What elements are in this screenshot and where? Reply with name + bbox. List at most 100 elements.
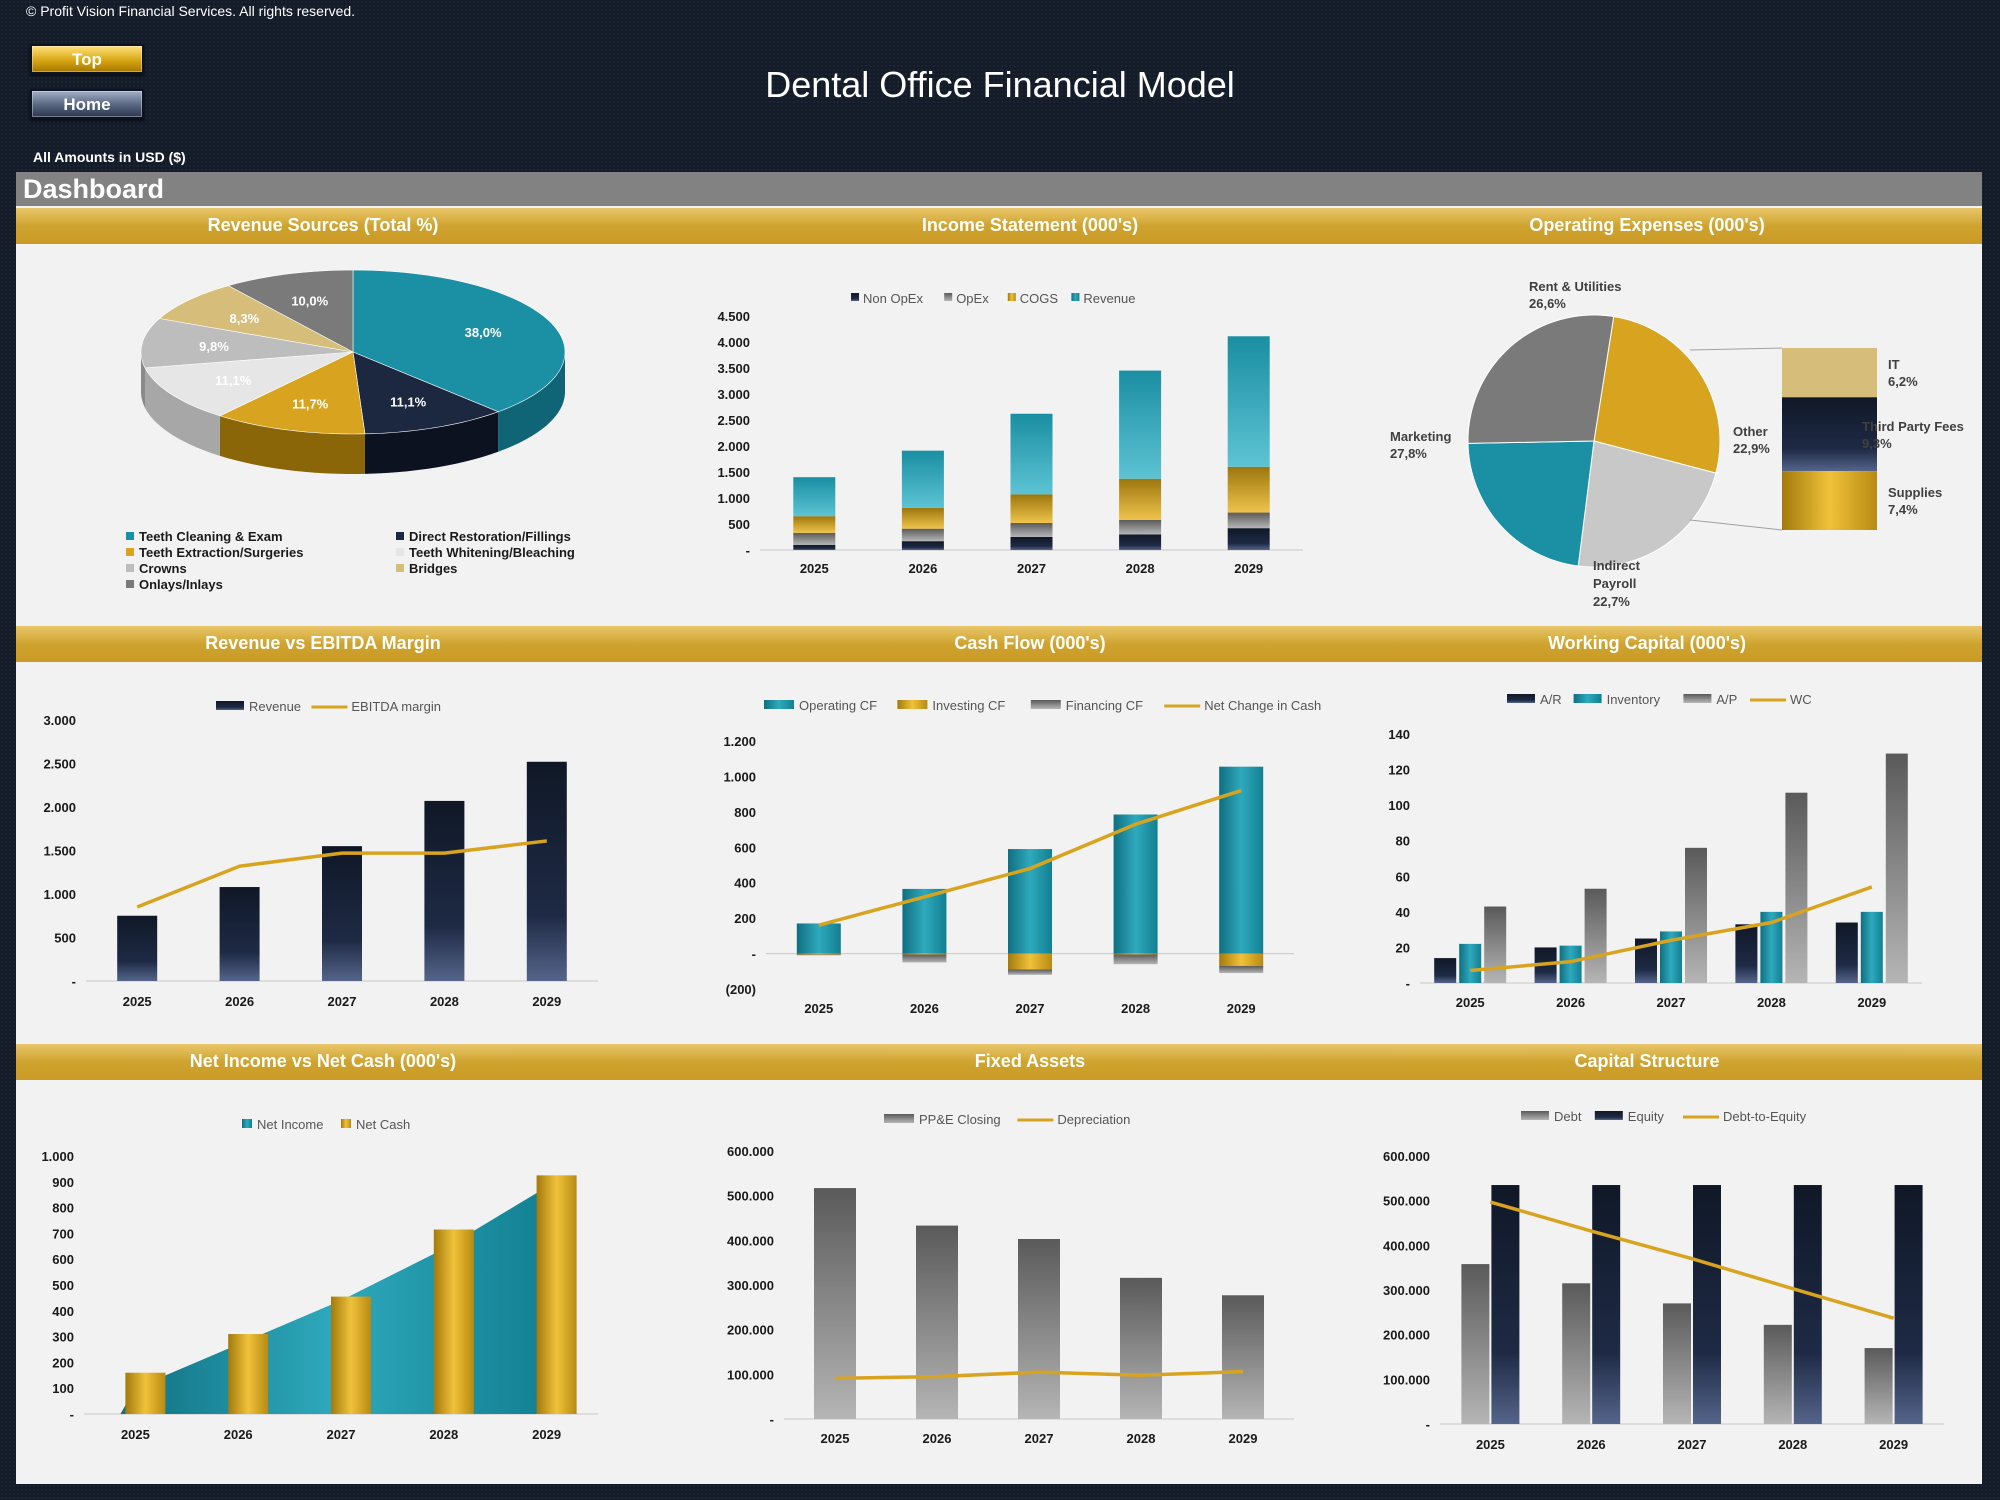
working-capital-x-tick: 2029 — [1857, 995, 1886, 1010]
fixed-assets-x-tick: 2029 — [1229, 1431, 1258, 1446]
income-legend-label: Revenue — [1083, 291, 1135, 306]
revenue-ebitda-title: Revenue vs EBITDA Margin — [205, 633, 441, 653]
net-income-cash-y-tick: 200 — [52, 1355, 74, 1370]
opex-label-rent-value: 26,6% — [1529, 296, 1566, 311]
capital-structure-y-tick: 200.000 — [1383, 1328, 1430, 1343]
opex-label-other-value: 22,9% — [1733, 441, 1770, 456]
cash-flow-bar-financing-cf — [1113, 954, 1158, 965]
fixed-assets-bar-pp-e-closing — [1018, 1238, 1060, 1419]
revenue-legend-swatch — [396, 532, 404, 540]
opex-slice-marketing — [1467, 314, 1615, 444]
cash-flow-legend-swatch — [897, 700, 928, 709]
income-bar-opex — [1010, 522, 1053, 537]
opex-label-it: IT — [1888, 357, 1900, 372]
net-income-cash-y-tick: 300 — [52, 1330, 74, 1345]
net-income-cash-bar-net-cash — [228, 1334, 269, 1414]
capital-structure-y-tick: - — [1426, 1417, 1430, 1432]
cash-flow-y-tick: 200 — [734, 911, 756, 926]
net-income-cash-x-tick: 2029 — [532, 1427, 561, 1442]
cash-flow-bar-financing-cf — [1008, 969, 1052, 975]
cash-flow-line-net-change-in-cash — [818, 788, 1242, 927]
pie-side-teeth-extraction-surgeries — [219, 415, 365, 474]
revenue-ebitda-bar-revenue — [117, 915, 158, 981]
net-income-cash-legend-label: Net Cash — [356, 1117, 410, 1132]
opex-breakdown-supplies — [1782, 471, 1877, 530]
income-y-tick: 3.000 — [717, 387, 750, 402]
net-income-cash-legend-label: Net Income — [257, 1117, 323, 1132]
income-legend-label: Non OpEx — [863, 291, 923, 306]
working-capital-y-tick: 20 — [1396, 940, 1410, 955]
capital-structure-x-tick: 2026 — [1577, 1437, 1606, 1452]
page-title: Dental Office Financial Model — [765, 64, 1235, 105]
income-legend-label: COGS — [1020, 291, 1059, 306]
working-capital-y-tick: - — [1406, 976, 1410, 991]
revenue-legend-swatch — [126, 564, 134, 572]
capital-structure-title: Capital Structure — [1574, 1051, 1720, 1071]
income-x-tick: 2027 — [1017, 561, 1046, 576]
capital-structure-y-tick: 100.000 — [1383, 1372, 1430, 1387]
revenue-ebitda-legend-swatch — [216, 701, 244, 710]
section-band-row2: Revenue vs EBITDA Margin Cash Flow (000'… — [16, 626, 1982, 662]
working-capital-x-tick: 2028 — [1757, 995, 1786, 1010]
opex-slice-rent-utilities — [1593, 315, 1721, 474]
working-capital-y-tick: 120 — [1388, 763, 1410, 778]
net-income-cash-x-tick: 2027 — [327, 1427, 356, 1442]
net-income-cash-y-tick: 600 — [52, 1252, 74, 1267]
revenue-ebitda-y-tick: 3.000 — [43, 713, 76, 728]
capital-structure-y-tick: 500.000 — [1383, 1194, 1430, 1209]
cash-flow-x-tick: 2028 — [1121, 1001, 1150, 1016]
income-y-tick: 2.000 — [717, 439, 750, 454]
net-income-cash-title: Net Income vs Net Cash (000's) — [189, 1051, 457, 1071]
opex-label-supplies: Supplies — [1888, 485, 1942, 500]
opex-label-payroll-2: Payroll — [1593, 576, 1636, 591]
net-income-cash-y-tick: 1.000 — [41, 1149, 74, 1164]
capital-structure-bar-equity — [1592, 1185, 1621, 1424]
opex-label-it-value: 6,2% — [1888, 374, 1918, 389]
revenue-ebitda-bar-revenue — [322, 846, 362, 981]
working-capital-y-tick: 40 — [1396, 905, 1410, 920]
home-button[interactable]: Home — [30, 89, 144, 119]
working-capital-y-tick: 100 — [1388, 798, 1410, 813]
revenue-ebitda-y-tick: 1.000 — [43, 887, 76, 902]
capital-structure-x-tick: 2028 — [1778, 1437, 1807, 1452]
cash-flow-y-tick: 600 — [734, 840, 756, 855]
revenue-ebitda-y-tick: 500 — [54, 931, 76, 946]
working-capital-legend-label: A/P — [1716, 692, 1737, 707]
revenue-sources-title: Revenue Sources (Total %) — [207, 215, 439, 235]
working-capital-bar-inventory — [1760, 911, 1783, 983]
capital-structure-legend-swatch — [1521, 1111, 1549, 1120]
income-legend-swatch — [944, 293, 953, 301]
income-bar-revenue — [1010, 413, 1053, 495]
pie-data-label: 9,8% — [199, 339, 229, 354]
cash-flow-y-tick: (200) — [726, 982, 756, 997]
fixed-assets-title: Fixed Assets — [974, 1051, 1086, 1071]
revenue-legend-label: Teeth Whitening/Bleaching — [409, 545, 575, 560]
income-bar-revenue — [1227, 336, 1270, 467]
fixed-assets-line-depreciation — [834, 1369, 1244, 1381]
top-button[interactable]: Top — [30, 44, 144, 74]
working-capital-legend-label: A/R — [1540, 692, 1562, 707]
pie-slice-teeth-whitening-bleaching — [144, 351, 354, 417]
income-y-tick: 4.500 — [717, 309, 750, 324]
income-y-tick: - — [746, 543, 750, 558]
pie-slice-teeth-cleaning-exam — [352, 269, 566, 413]
cash-flow-x-tick: 2027 — [1016, 1001, 1045, 1016]
capital-structure-legend-label: Debt-to-Equity — [1723, 1109, 1807, 1124]
revenue-ebitda-x-tick: 2029 — [532, 994, 561, 1009]
opex-breakdown-it — [1782, 348, 1877, 398]
cash-flow-y-tick: - — [752, 947, 756, 962]
fixed-assets-x-tick: 2028 — [1127, 1431, 1156, 1446]
working-capital-bar-a-r — [1835, 922, 1858, 983]
revenue-ebitda-x-tick: 2026 — [225, 994, 254, 1009]
income-x-tick: 2028 — [1126, 561, 1155, 576]
opex-label-marketing-value: 27,8% — [1390, 446, 1427, 461]
revenue-ebitda-x-tick: 2027 — [328, 994, 357, 1009]
fixed-assets-y-tick: 200.000 — [727, 1323, 774, 1338]
cash-flow-bar-operating-cf — [1008, 849, 1052, 954]
capital-structure-legend-label: Equity — [1628, 1109, 1665, 1124]
operating-expenses-title: Operating Expenses (000's) — [1529, 215, 1765, 235]
opex-label-payroll: Indirect — [1593, 558, 1641, 573]
net-income-cash-bar-net-cash — [331, 1296, 371, 1414]
working-capital-bar-inventory — [1660, 931, 1682, 983]
revenue-legend-label: Crowns — [139, 561, 187, 576]
